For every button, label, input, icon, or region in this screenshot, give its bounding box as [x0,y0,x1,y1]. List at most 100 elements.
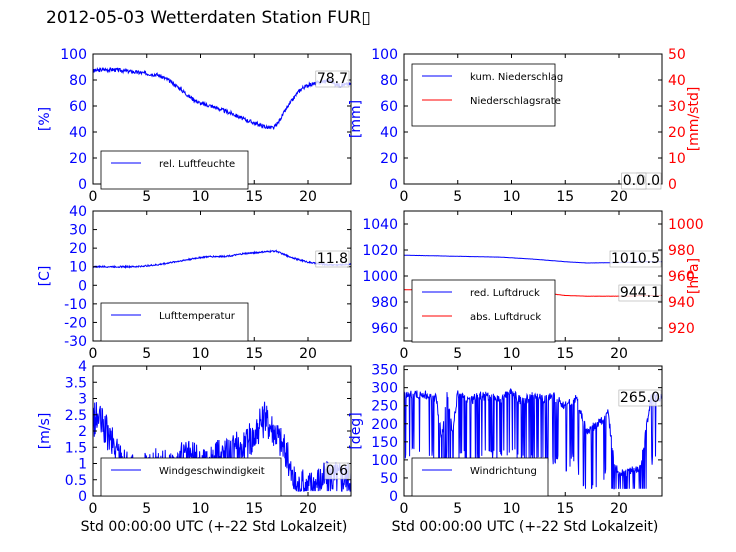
y2-tick-label-pressure-3: 980 [668,243,695,259]
page-title: 2012-05-03 Wetterdaten Station FUR▯ [46,8,371,28]
plot-frame-precip [403,53,663,185]
series-line-humidity-0 [93,66,351,130]
annotation2-precip: 0.0 [623,173,645,189]
x-tick-label-pressure-3: 15 [556,346,574,362]
legend-frame-wind_direction [411,457,549,497]
y-tick-label-temperature-2: -10 [64,297,87,313]
y-tick-label-pressure-4: 1040 [362,217,398,233]
x-tick-label-humidity-0: 0 [89,189,98,205]
x-tick-label-pressure-4: 20 [610,346,628,362]
y-tick-label-temperature-7: 40 [69,204,87,220]
x-tick-label-wind_speed-2: 10 [192,501,210,517]
y-tick-label-humidity-5: 100 [60,47,87,63]
legend-frame-temperature [100,302,249,342]
chart-precip: 0 5 10 15 20 0 20 40 60 80 100 0 10 20 30 40 50 [mm/std] [… [348,47,702,205]
y-tick-label-temperature-1: -20 [64,315,87,331]
annotation-temperature: 11.8 [317,251,348,267]
annotation-wind_speed: 0.6 [326,463,348,479]
legend-entry-wind_direction-0: Windrichtung [470,466,537,477]
x-tick-label-temperature-3: 15 [245,346,263,362]
y-tick-label-wind_speed-3: 1.5 [65,440,87,456]
y-tick-label-wind_direction-3: 150 [371,435,398,451]
y2-tick-label-precip-0: 0 [668,177,677,193]
annotation-pressure: 1010.5 [611,251,660,267]
annotation-humidity: 78.7 [317,71,348,87]
legend-entry-precip-1: Niederschlagsrate [470,96,561,107]
y2-tick-label-precip-1: 10 [668,151,686,167]
y-axis-label-wind_speed: [m/s] [37,413,53,450]
x-tick-label-wind_direction-4: 20 [610,501,628,517]
y-tick-label-wind_speed-8: 4 [78,359,87,375]
y-tick-label-pressure-2: 1000 [362,269,398,285]
legend-entry-pressure-1: abs. Luftdruck [470,312,541,323]
y-axis-label-temperature: [C] [37,266,53,287]
y-tick-label-wind_direction-1: 50 [380,471,398,487]
chart-temperature: 0 5 10 15 20 -30 -20 -10 0 10 20 30 40 [C] Lufttempera… [37,204,352,362]
y2-tick-label-pressure-2: 960 [668,269,695,285]
y-tick-label-temperature-5: 20 [69,241,87,257]
legend-wind_direction: Windrichtung [411,457,549,497]
annotation2-precip-box [621,172,647,190]
y-tick-label-humidity-2: 40 [69,125,87,141]
y-tick-label-temperature-4: 10 [69,260,87,276]
y-tick-label-wind_speed-5: 2.5 [65,408,87,424]
y-tick-label-humidity-4: 80 [69,73,87,89]
y2-tick-label-precip-2: 20 [668,125,686,141]
legend-humidity: rel. Luftfeuchte [100,150,249,190]
legend-entry-wind_speed-0: Windgeschwindigkeit [159,466,265,477]
annotation-humidity-box [315,70,350,88]
x-tick-label-wind_direction-2: 10 [503,501,521,517]
legend-frame-wind_speed [100,457,282,497]
chart-wind_speed: 0 5 10 15 20 00.511.522.533.54 [m/s] Std 00:00:… [37,359,352,535]
annotation-wind_speed-box [324,462,350,480]
y-tick-label-humidity-3: 60 [69,99,87,115]
x-tick-label-wind_speed-4: 20 [299,501,317,517]
y-tick-label-temperature-3: 0 [78,278,87,294]
x-tick-label-humidity-1: 5 [142,189,151,205]
x-tick-label-temperature-4: 20 [299,346,317,362]
annotation-wind_direction-box [618,389,662,407]
x-axis-label-wind_speed: Std 00:00:00 UTC (+-22 Std Lokalzeit) [81,519,348,535]
y-tick-label-wind_direction-6: 300 [371,381,398,397]
legend-frame-pressure [411,279,556,343]
y-tick-label-precip-0: 0 [389,177,398,193]
y-tick-label-precip-1: 20 [380,151,398,167]
y-axis-label-humidity: [%] [37,107,53,131]
legend-entry-pressure-0: red. Luftdruck [470,288,540,299]
y-axis-label-wind_direction: [deg] [348,412,364,449]
y2-tick-label-pressure-4: 1000 [668,217,704,233]
x-tick-label-humidity-2: 10 [192,189,210,205]
y-axis-label-precip: [mm] [348,100,364,138]
x-tick-label-temperature-0: 0 [89,346,98,362]
y2-tick-label-precip-5: 50 [668,47,686,63]
y-tick-label-wind_speed-1: 0.5 [65,473,87,489]
y-tick-label-wind_direction-4: 200 [371,417,398,433]
y-tick-label-temperature-6: 30 [69,223,87,239]
annotation-wind_direction: 265.0 [620,390,660,406]
x-tick-label-temperature-2: 10 [192,346,210,362]
x-tick-label-pressure-2: 10 [503,346,521,362]
x-tick-label-wind_speed-1: 5 [142,501,151,517]
legend-pressure: red. Luftdruck abs. Luftdruck [411,279,556,343]
y-tick-label-pressure-3: 1020 [362,243,398,259]
legend-precip: kum. Niederschlag Niederschlagsrate [411,63,563,127]
y-tick-label-humidity-1: 20 [69,151,87,167]
legend-entry-humidity-0: rel. Luftfeuchte [159,159,235,170]
x-tick-label-humidity-4: 20 [299,189,317,205]
series-line-temperature-0 [93,249,351,270]
x-tick-label-precip-0: 0 [400,189,409,205]
annotation2-pressure-box [618,284,662,302]
y2-axis-label-pressure: [hPa] [686,258,702,294]
legend-frame-precip [411,63,556,127]
y-tick-label-pressure-1: 980 [371,295,398,311]
x-tick-label-wind_direction-3: 15 [556,501,574,517]
x-tick-label-precip-2: 10 [503,189,521,205]
x-tick-label-humidity-3: 15 [245,189,263,205]
y-tick-label-wind_speed-4: 2 [78,424,87,440]
annotation-pressure-box [609,250,662,268]
y-tick-label-wind_speed-0: 0 [78,489,87,505]
y-tick-label-humidity-0: 0 [78,177,87,193]
y2-axis-label-precip: [mm/std] [686,87,702,152]
